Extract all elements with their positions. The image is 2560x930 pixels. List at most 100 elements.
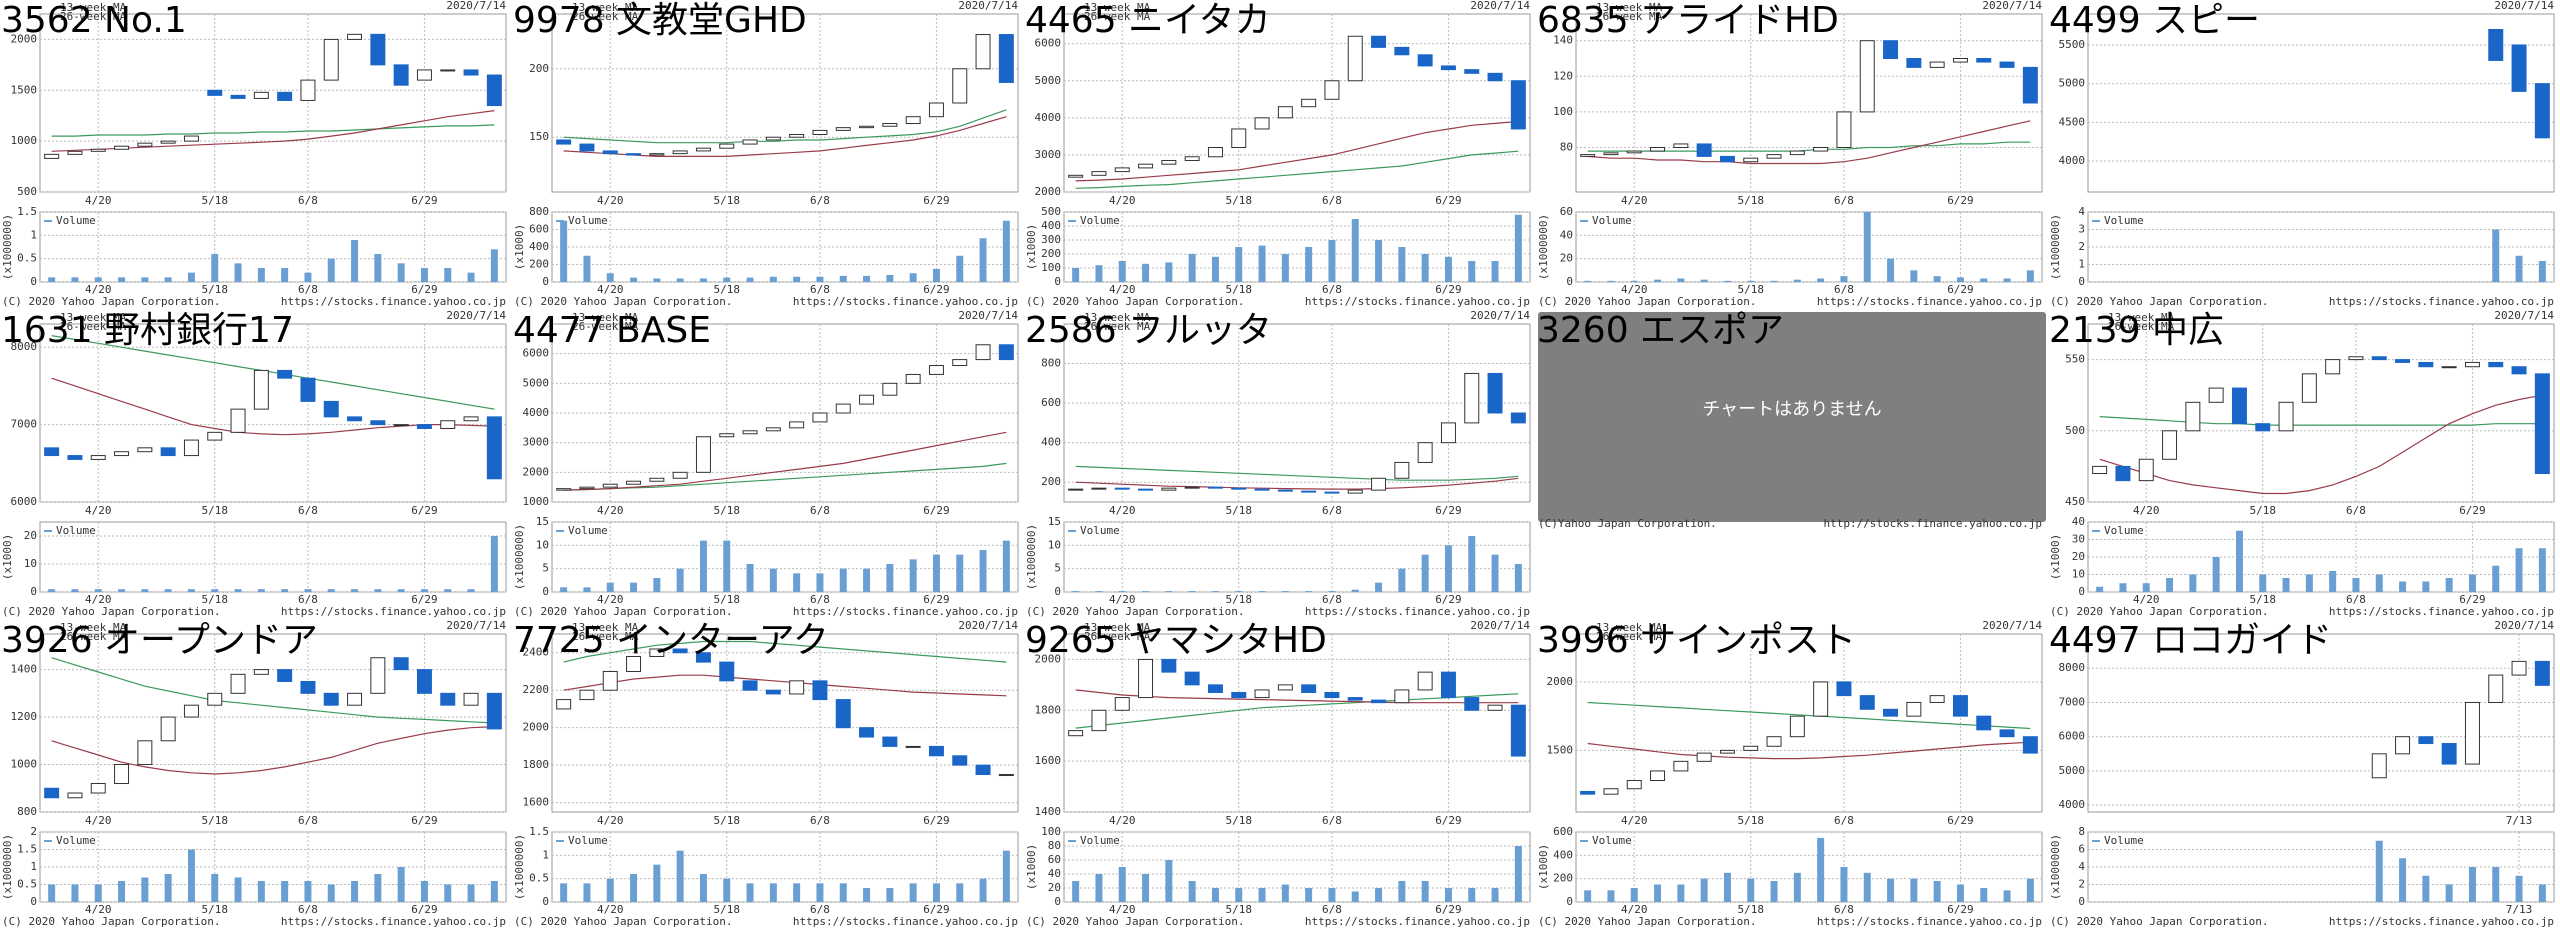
stock-title: 9978 文教堂GHD (513, 0, 807, 41)
legend-label: Volume (2104, 834, 2144, 847)
candle (323, 38, 339, 81)
candle (905, 116, 921, 125)
candle (2441, 366, 2457, 369)
y-tick-label: 8000 (2059, 661, 2086, 674)
candle (626, 153, 642, 156)
candle (579, 689, 595, 701)
x-tick-label: 6/29 (2459, 593, 2486, 606)
legend-label: Volume (1080, 834, 1120, 847)
stock-title: 3562 No.1 (1, 0, 187, 41)
y-tick-label: 80 (1560, 141, 1573, 154)
stock-title: 3926 オープンドア (1, 620, 318, 661)
legend-label: 26-week MA (572, 630, 639, 643)
volume-bar (793, 276, 801, 282)
volume-bar (2003, 278, 2011, 282)
candle (1091, 487, 1107, 490)
candle (230, 94, 246, 99)
candle (2092, 465, 2108, 475)
volume-bar (1514, 846, 1522, 902)
legend-label: 13-week MA (1596, 621, 1663, 634)
candle (789, 133, 805, 138)
volume-bar (583, 883, 591, 902)
candle (1371, 35, 1387, 48)
date-label: 2020/7/14 (958, 309, 1018, 322)
source-url: https://stocks.finance.yahoo.co.jp (793, 295, 1018, 308)
y-tick-label: 0 (1054, 585, 1061, 598)
volume-bar (1258, 591, 1266, 592)
x-tick-label: 4/20 (85, 903, 112, 916)
volume-bar (932, 554, 940, 592)
candle (1231, 691, 1247, 699)
candle (1068, 730, 1084, 737)
legend-label: 26-week MA (572, 10, 639, 23)
volume-plot (1063, 211, 1531, 283)
volume-bar (2422, 581, 2430, 592)
candle (1510, 412, 1526, 424)
y-tick-label: 1600 (523, 796, 550, 809)
y-tick-label: 0.5 (17, 252, 37, 265)
candle (1813, 147, 1829, 152)
x-tick-label: 6/29 (411, 283, 438, 296)
volume-bar (1188, 881, 1196, 902)
candle (928, 365, 944, 375)
volume-bar (1258, 245, 1266, 282)
candle (1091, 709, 1107, 732)
candle (1254, 117, 1270, 130)
date-label: 2020/7/14 (446, 619, 506, 632)
candle (183, 135, 199, 142)
volume-bar (304, 272, 312, 282)
candle (1976, 715, 1992, 731)
candle (1394, 46, 1410, 56)
candle (2488, 674, 2504, 703)
candle (928, 102, 944, 118)
candle (1231, 487, 1247, 490)
volume-bar (2142, 583, 2150, 592)
volume-bar (560, 587, 568, 592)
candle (2022, 66, 2038, 104)
volume-bar (1142, 874, 1150, 902)
copyright: (C) 2020 Yahoo Japan Corporation. (1026, 605, 1245, 618)
volume-bar (606, 582, 614, 592)
volume-bar (48, 884, 56, 902)
y-tick-label: 450 (2065, 495, 2085, 508)
moving-average-line (563, 462, 1007, 491)
volume-bar (374, 589, 382, 592)
y-tick-label: 5500 (2059, 38, 2086, 51)
x-tick-label: 6/29 (1947, 283, 1974, 296)
copyright: (C) 2020 Yahoo Japan Corporation. (1538, 295, 1757, 308)
candle (765, 689, 781, 695)
y-tick-label: 1.5 (529, 825, 549, 838)
volume-bar (1211, 256, 1219, 282)
volume-bar (490, 881, 498, 902)
y-tick-label: 4000 (523, 406, 550, 419)
volume-bar (979, 878, 987, 902)
volume-bar (1887, 258, 1895, 282)
volume-bar (839, 568, 847, 592)
volume-plot (1063, 521, 1531, 593)
candle (90, 455, 106, 460)
y-tick-label: 20 (1048, 881, 1061, 894)
x-tick-label: 4/20 (85, 283, 112, 296)
candle (2325, 359, 2341, 375)
volume-bar (606, 878, 614, 902)
stock-title: 3996 サインポスト (1537, 620, 1856, 661)
x-tick-label: 7/13 (2506, 903, 2533, 916)
x-tick-label: 6/8 (298, 814, 318, 827)
candle (998, 344, 1014, 361)
moving-average-line (1587, 120, 2031, 165)
candle (1766, 154, 1782, 159)
volume-bar (630, 874, 638, 902)
volume-plot (1575, 831, 2043, 903)
x-tick-label: 6/29 (411, 903, 438, 916)
volume-bar (2538, 261, 2546, 282)
moving-average-line (1075, 120, 1519, 182)
date-label: 2020/7/14 (2494, 0, 2554, 12)
y-tick-label: 40 (2072, 515, 2085, 528)
no-chart-panel (1538, 312, 2046, 522)
candle (277, 369, 293, 379)
candle (114, 145, 130, 150)
volume-bar (1398, 881, 1406, 902)
volume-bar (816, 276, 824, 282)
candle (1440, 422, 1456, 444)
